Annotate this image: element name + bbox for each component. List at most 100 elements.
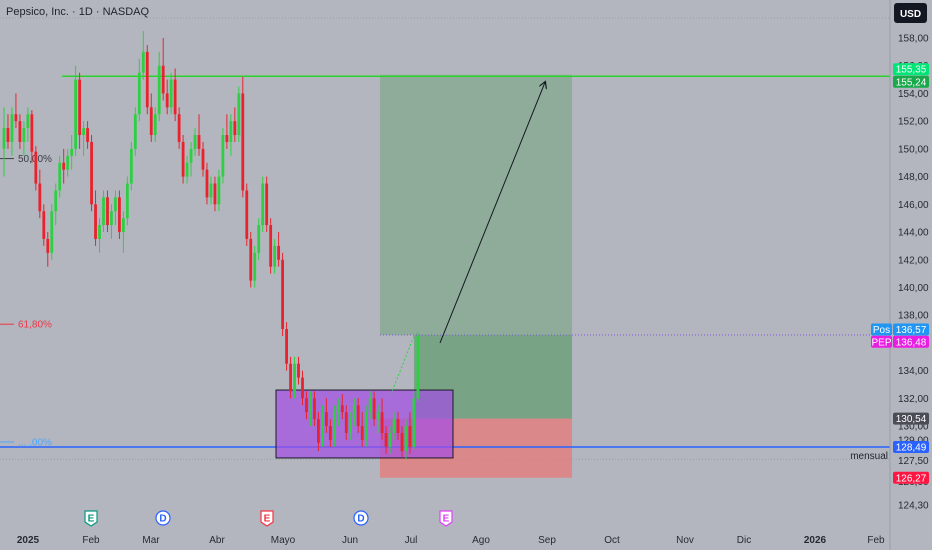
candle: [209, 176, 213, 205]
candle: [233, 107, 237, 142]
candle: [197, 114, 201, 156]
price-axis-background[interactable]: [890, 0, 932, 550]
candle-body: [189, 148, 193, 163]
candle: [2, 107, 6, 177]
candle-body: [321, 412, 324, 443]
candle-body: [249, 238, 253, 281]
candle: [133, 107, 137, 156]
price-tag-label-bg: [871, 323, 892, 336]
candle-body: [368, 398, 372, 413]
candle-body: [26, 114, 30, 129]
price-tag: [893, 63, 929, 76]
candle-body: [241, 93, 245, 191]
candle: [348, 412, 352, 440]
candle: [332, 405, 336, 447]
currency-button[interactable]: USD: [894, 3, 927, 23]
svg-text:USD: USD: [900, 9, 921, 20]
candle: [285, 322, 288, 371]
candle-body: [157, 65, 161, 115]
candle-body: [265, 183, 269, 226]
candle-body: [161, 65, 165, 94]
candle-body: [185, 162, 189, 177]
candle-body: [313, 398, 316, 420]
price-tick-label: 152,00: [898, 117, 929, 128]
candle: [201, 141, 205, 177]
candle-body: [149, 107, 153, 136]
candle: [328, 419, 332, 447]
candle: [38, 169, 42, 219]
candle-body: [118, 197, 121, 233]
candle-body: [6, 128, 10, 142]
candle: [129, 141, 133, 191]
profit-zone[interactable]: [380, 74, 572, 336]
event-letter: D: [357, 514, 364, 525]
price-tick-label: 130,00: [898, 422, 929, 433]
candle: [18, 114, 22, 149]
price-tag: [893, 323, 929, 336]
candle: [269, 218, 273, 274]
candle-body: [125, 183, 129, 219]
candle-body: [193, 135, 197, 149]
candle-body: [102, 197, 105, 226]
price-tag-label-bg: [871, 335, 892, 348]
candle-body: [336, 405, 340, 413]
candle-body: [106, 197, 109, 226]
event-marker-dividend[interactable]: D: [155, 510, 171, 526]
price-tag-label: Pos: [873, 325, 890, 336]
candle-body: [213, 183, 217, 205]
candle: [392, 412, 396, 440]
candle: [344, 405, 348, 440]
candle: [368, 391, 372, 420]
candle: [62, 148, 66, 184]
long-position-tool[interactable]: [380, 74, 890, 478]
candle: [305, 391, 308, 420]
candle: [388, 426, 392, 454]
candle: [273, 238, 277, 274]
candle: [213, 176, 217, 212]
candle: [34, 146, 38, 191]
event-marker-earnings[interactable]: E: [439, 510, 453, 527]
price-tag-value: 155,24: [896, 77, 927, 88]
candle-body: [273, 245, 277, 267]
candle: [241, 76, 245, 198]
fib-level-label: ... ,00%: [18, 438, 52, 449]
candle-body: [384, 433, 388, 447]
candle: [384, 426, 388, 454]
dashed-connector: [390, 335, 415, 395]
candle: [277, 232, 281, 267]
price-tick-label: 150,00: [898, 144, 929, 155]
candle: [102, 190, 105, 233]
time-tick-label: Abr: [209, 535, 225, 546]
time-tick-label: 2025: [17, 535, 40, 546]
candle: [376, 405, 380, 434]
candle-body: [98, 225, 101, 239]
candle: [153, 107, 157, 142]
price-tick-label: 148,00: [898, 172, 929, 183]
projection-arrow[interactable]: [390, 82, 545, 395]
event-marker-dividend[interactable]: D: [353, 510, 369, 526]
candle-body: [82, 128, 85, 136]
projection-arrow-line[interactable]: [439, 82, 545, 344]
candle-body: [356, 405, 360, 427]
candle-body: [86, 128, 89, 142]
time-tick-label: Dic: [737, 535, 751, 546]
candle: [321, 405, 324, 447]
candle: [293, 356, 296, 399]
candle: [118, 190, 121, 239]
time-axis[interactable]: 2025 Feb Mar Abr Mayo Jun Jul Ago Sep Oct Nov Dic 20…: [17, 535, 885, 546]
price-tick-label: 132,00: [898, 394, 929, 405]
candle: [281, 252, 284, 336]
time-tick-label: Mayo: [271, 535, 296, 546]
price-tick-label: 127,50: [898, 456, 929, 467]
candle-body: [141, 51, 145, 73]
candle: [237, 86, 241, 142]
candle: [181, 135, 185, 184]
price-tag-value: 136,57: [896, 325, 927, 336]
event-marker-earnings[interactable]: E: [84, 510, 98, 527]
candle: [336, 398, 340, 427]
candle-body: [360, 426, 364, 440]
event-marker-earnings[interactable]: E: [260, 510, 274, 527]
candle-body: [165, 93, 169, 108]
